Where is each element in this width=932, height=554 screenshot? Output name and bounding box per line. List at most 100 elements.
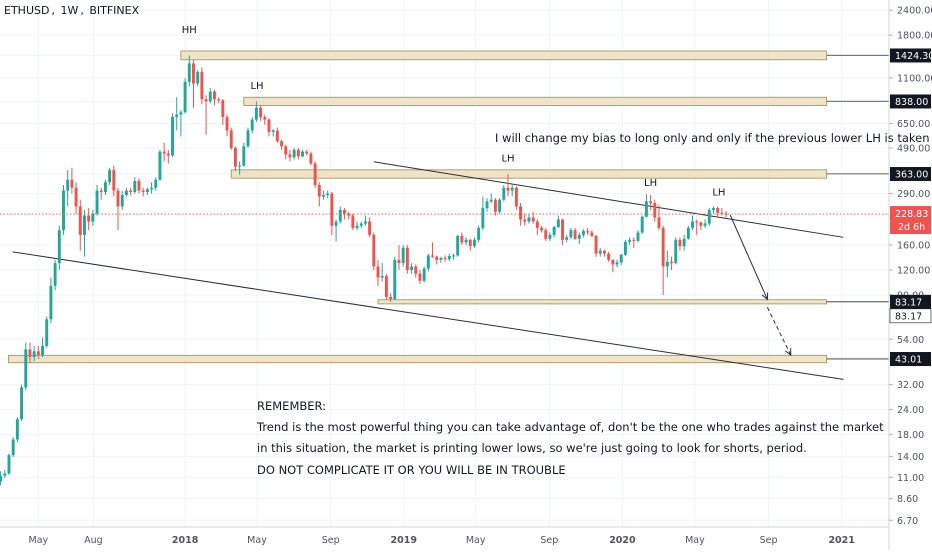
price-tag-label: 838.00	[895, 97, 928, 108]
candle-body	[598, 250, 602, 254]
candle-body	[582, 231, 585, 235]
candle-body	[472, 239, 476, 247]
candle-body	[389, 296, 393, 299]
candle-body	[368, 221, 372, 235]
zone-box	[230, 169, 828, 179]
price-tick-label: 8.60	[897, 494, 918, 505]
candle-body	[628, 239, 632, 242]
price-tag-box	[890, 94, 931, 109]
candle-body	[301, 151, 304, 157]
candle-body	[78, 206, 82, 235]
price-tick-label: 6.70	[897, 516, 918, 527]
candle-body	[57, 230, 61, 264]
trendlines	[0, 161, 889, 380]
candle-body	[644, 201, 648, 217]
candle-body	[221, 100, 225, 118]
candle-body	[225, 117, 229, 131]
time-tick-label: May	[247, 535, 267, 546]
price-tick-label: 1100.00	[897, 73, 932, 84]
price-tick-label: 54.00	[897, 335, 924, 346]
candle-body	[36, 351, 40, 356]
price-tag-box	[890, 48, 931, 63]
candle-body	[716, 208, 720, 213]
candle-body	[498, 199, 502, 212]
candle-body	[120, 195, 124, 207]
time-tick-label: May	[685, 535, 705, 546]
candle-body	[565, 237, 569, 240]
candle-body	[179, 112, 183, 115]
candle-body	[691, 221, 694, 228]
candle-body	[712, 208, 715, 210]
candle-body	[87, 215, 91, 222]
candle-body	[166, 153, 170, 156]
candle-body	[342, 209, 346, 214]
candle-body	[602, 250, 606, 254]
candle-body	[489, 199, 493, 202]
candle-body	[280, 141, 284, 147]
time-tick-label: Sep	[322, 535, 340, 546]
price-tick-label: 2400.00	[897, 6, 932, 17]
candle-body	[187, 63, 191, 82]
candle-body	[460, 235, 464, 243]
candle-body	[82, 215, 86, 235]
grid	[0, 0, 889, 527]
candle-body	[720, 212, 724, 214]
pivot-label-lh: LH	[712, 187, 725, 198]
candle-body	[561, 219, 564, 240]
price-tick-label: 650.00	[897, 119, 930, 130]
candle-body	[129, 190, 133, 193]
candle-body	[431, 255, 434, 257]
candle-body	[196, 71, 200, 84]
candle-body	[238, 165, 242, 167]
zone-box	[243, 96, 828, 106]
candlesticks	[0, 55, 728, 486]
price-tag-label: 83.17	[895, 311, 922, 322]
candle-body	[384, 276, 388, 297]
candle-body	[393, 259, 397, 299]
price-tick-label: 32.00	[897, 380, 924, 391]
exchange-name: BITFINEX	[89, 4, 140, 17]
candle-body	[590, 232, 594, 236]
time-axis[interactable]: May Aug 2018 May Sep 2019 May Sep 2020 May Sep 2021	[0, 526, 889, 546]
candle-body	[414, 266, 418, 274]
remember-line-3: DO NOT COMPLICATE IT OR YOU WILL BE IN T…	[257, 462, 566, 477]
candle-body	[28, 349, 32, 358]
candle-body	[397, 259, 401, 264]
candle-body	[695, 221, 699, 223]
projection-arrow	[766, 307, 792, 356]
candle-body	[556, 219, 560, 228]
candle-body	[99, 190, 103, 193]
symbol-header: ETHUSD, 1W, BITFINEX	[4, 4, 140, 17]
candle-body	[229, 130, 233, 149]
candle-body	[519, 206, 523, 220]
candle-body	[112, 170, 116, 191]
candle-body	[267, 119, 271, 132]
candle-body	[183, 81, 187, 113]
price-tag-label: 83.17	[895, 297, 922, 308]
candle-body	[514, 187, 518, 207]
candle-body	[619, 254, 623, 263]
candle-body	[330, 193, 334, 226]
arrow-head	[784, 348, 792, 357]
candle-body	[493, 199, 497, 212]
candle-body	[288, 154, 292, 158]
candle-body	[502, 187, 506, 200]
candle-body	[263, 117, 267, 120]
candle-body	[447, 256, 451, 260]
candle-body	[150, 187, 154, 190]
candle-body	[162, 151, 166, 154]
time-tick-label: 2020	[609, 535, 636, 546]
horizontal-zones	[7, 50, 889, 364]
price-axis[interactable]: 2400.00 1800.00 1100.00 650.00 490.00 290.00 1…	[888, 0, 932, 550]
candle-body	[3, 473, 7, 476]
candle-body	[678, 239, 682, 247]
price-tick-label: 14.00	[897, 452, 924, 463]
candle-body	[351, 215, 355, 228]
candle-body	[24, 349, 28, 388]
candle-body	[359, 223, 363, 226]
candle-body	[401, 247, 405, 264]
candle-body	[456, 235, 460, 256]
candle-body	[506, 187, 510, 191]
